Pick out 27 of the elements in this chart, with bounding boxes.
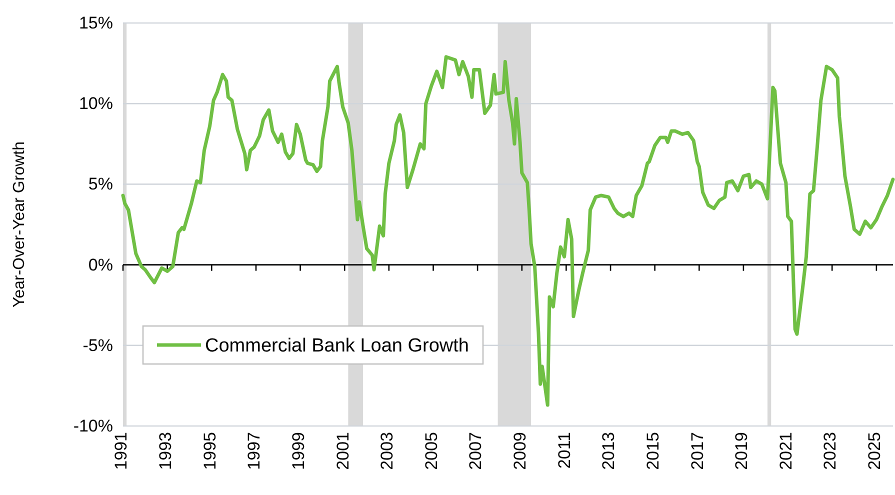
x-tick-label: 2007 xyxy=(466,432,486,470)
x-tick-label: 2001 xyxy=(333,432,352,470)
x-tick-label: 2019 xyxy=(732,432,752,470)
x-tick-label: 2021 xyxy=(776,432,796,470)
x-tick-label: 1991 xyxy=(112,432,131,470)
x-tick-label: 2003 xyxy=(378,432,397,470)
x-tick-label: 1997 xyxy=(244,432,264,470)
y-tick-label: -5% xyxy=(82,336,113,355)
x-tick-label: 1993 xyxy=(156,432,175,470)
legend-label: Commercial Bank Loan Growth xyxy=(205,336,469,357)
x-tick-label: 2005 xyxy=(422,432,441,470)
x-tick-label: 1995 xyxy=(200,432,220,470)
line-series xyxy=(121,55,895,407)
y-tick-label: -10% xyxy=(73,416,113,436)
x-tick-label: 2013 xyxy=(599,432,618,470)
x-tick-label: 2017 xyxy=(688,432,707,470)
y-tick-label: 0% xyxy=(88,255,113,274)
x-tick-label: 2009 xyxy=(510,432,530,470)
y-tick-label: 5% xyxy=(88,174,113,194)
y-axis-title: Year-Over-Year Growth xyxy=(11,142,28,308)
y-tick-label: 15% xyxy=(78,13,113,32)
x-tick-label: 2025 xyxy=(865,432,884,470)
x-tick-label: 1999 xyxy=(288,432,308,470)
x-tick-label: 2023 xyxy=(820,432,840,470)
y-tick-label: 10% xyxy=(78,94,113,114)
x-tick-label: 2011 xyxy=(554,432,574,469)
x-tick-label: 2015 xyxy=(643,432,662,470)
